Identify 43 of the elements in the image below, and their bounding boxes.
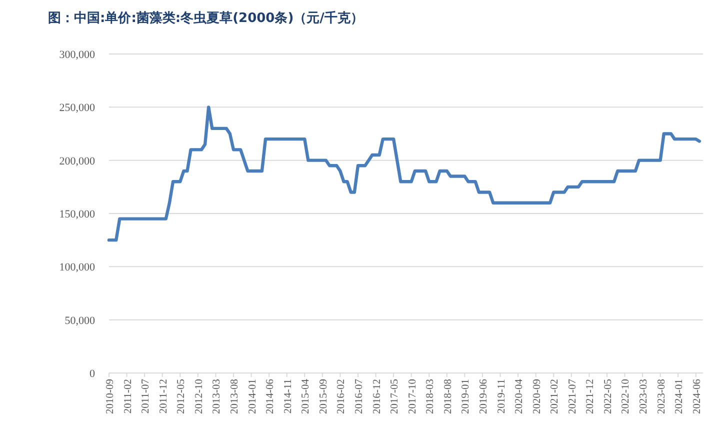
- x-tick-label: 2021-12: [585, 379, 596, 414]
- x-tick-label: 2012-05: [176, 379, 188, 414]
- x-tick-label: 2022-10: [620, 379, 632, 414]
- line-series: [107, 106, 702, 242]
- y-tick-label: 100,000: [59, 262, 96, 274]
- x-tick-label: 2024-01: [674, 379, 686, 414]
- x-tick-label: 2016-12: [372, 379, 383, 414]
- y-tick-label: 0: [90, 368, 96, 380]
- x-tick-label: 2013-08: [229, 379, 240, 414]
- y-tick-label: 50,000: [64, 314, 96, 327]
- x-tick-label: 2020-04: [514, 378, 526, 414]
- x-tick-label: 2018-08: [442, 379, 454, 414]
- x-tick-label: 2011-12: [158, 379, 170, 414]
- y-tick-label: 250,000: [59, 102, 96, 114]
- x-tick-label: 2019-01: [460, 379, 472, 414]
- x-tick-label: 2018-03: [425, 379, 436, 414]
- x-tick-label: 2011-07: [140, 379, 152, 414]
- x-tick-label: 2023-08: [656, 379, 668, 414]
- x-tick-label: 2019-11: [496, 379, 508, 414]
- x-tick-label: 2010-09: [105, 379, 116, 414]
- x-tick-label: 2023-03: [638, 379, 650, 414]
- x-tick-label: 2016-07: [354, 379, 365, 414]
- x-tick-label: 2024-06: [692, 379, 703, 414]
- x-tick-label: 2020-09: [532, 379, 543, 414]
- x-tick-label: 2015-09: [318, 379, 330, 414]
- x-tick-label: 2016-02: [336, 379, 348, 414]
- x-tick-label: 2022-05: [602, 379, 614, 414]
- x-tick-label: 2015-04: [300, 378, 312, 414]
- x-tick-label: 2017-05: [390, 379, 401, 414]
- x-tick-label: 2019-06: [478, 379, 490, 414]
- x-tick-label: 2011-02: [122, 379, 134, 414]
- x-tick-label: 2012-10: [194, 379, 205, 414]
- y-tick-label: 200,000: [59, 155, 96, 168]
- chart-title: 图：中国:单价:菌藻类:冬虫夏草(2000条)（元/千克）: [48, 10, 364, 26]
- x-tick-label: 2014-01: [247, 379, 258, 414]
- x-tick-label: 2021-02: [550, 379, 561, 414]
- y-tick-label: 300,000: [59, 49, 96, 61]
- x-tick-label: 2021-07: [567, 379, 578, 414]
- x-tick-label: 2014-06: [265, 379, 276, 414]
- y-tick-label: 150,000: [59, 208, 96, 220]
- x-tick-label: 2013-03: [212, 379, 223, 414]
- x-tick-label: 2017-10: [407, 379, 418, 414]
- x-tick-label: 2014-11: [282, 379, 294, 414]
